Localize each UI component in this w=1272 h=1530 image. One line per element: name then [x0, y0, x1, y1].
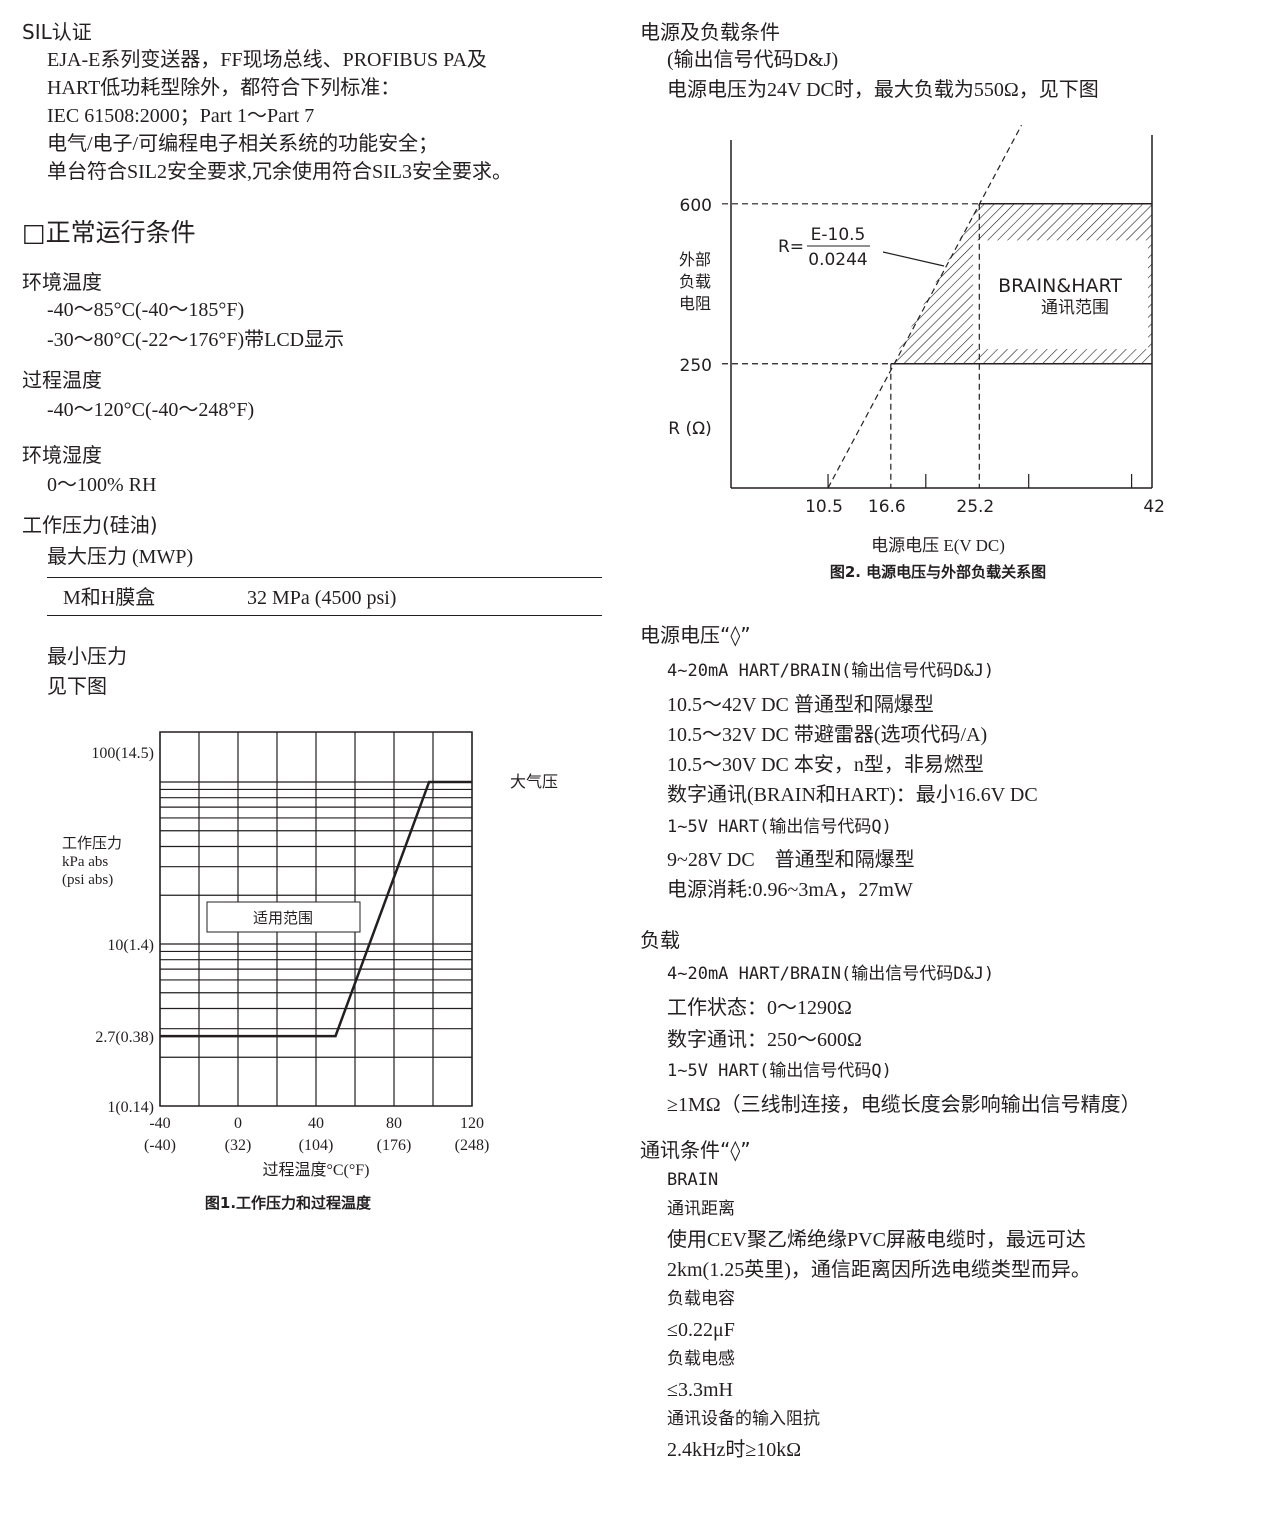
formula-numerator: E-10.5 — [811, 225, 866, 245]
y-axis-label: (psi abs) — [62, 872, 113, 888]
supply-voltage-line: 数字通讯(BRAIN和HART)：最小16.6V DC — [667, 784, 1038, 806]
x-tick-label-f: (104) — [299, 1137, 334, 1154]
x-tick-label: 10.5 — [805, 497, 843, 517]
atmospheric-label: 大气压 — [510, 773, 558, 791]
comm-inductance-label: 负载电感 — [667, 1349, 735, 1369]
comm-brain: BRAIN — [667, 1170, 719, 1190]
chart-caption: 图2. 电源电压与外部负载关系图 — [830, 563, 1046, 581]
load-line: ≥1MΩ（三线制连接，电缆长度会影响输出信号精度） — [667, 1094, 1141, 1116]
x-tick-label-f: (176) — [377, 1137, 412, 1154]
sil-line: HART低功耗型除外，都符合下列标准： — [47, 77, 401, 99]
load-sub2: 1~5V HART(输出信号代码Q) — [667, 1061, 892, 1081]
pressure-temperature-chart: 适用范围 大气压 100(14.5) 10(1.4) 2.7(0.38) 1(0.14) 工… — [62, 731, 558, 1212]
comm-capacitance: ≤0.22μF — [667, 1319, 735, 1341]
region-label: BRAIN&HART — [998, 275, 1122, 297]
see-below-text: 见下图 — [47, 676, 107, 698]
pressure-heading: 工作压力(硅油) — [22, 513, 158, 537]
region-label: 适用范围 — [253, 909, 313, 927]
comm-impedance-label: 通讯设备的输入阻抗 — [667, 1409, 820, 1429]
humidity-line: 0～100% RH — [47, 474, 157, 496]
section-title: □正常运行条件 — [22, 218, 196, 247]
x-tick-label: 0 — [234, 1115, 242, 1132]
supply-voltage-sub2: 1~5V HART(输出信号代码Q) — [667, 817, 892, 837]
supply-voltage-line: 10.5～42V DC 普通型和隔爆型 — [667, 694, 934, 716]
load-heading: 负载 — [640, 928, 680, 952]
load-sub1: 4~20mA HART/BRAIN(输出信号代码D&J) — [667, 964, 995, 984]
plot-frame — [159, 731, 473, 1107]
sil-line: 电气/电子/可编程电子相关系统的功能安全； — [47, 133, 439, 155]
region-label: 通讯范围 — [1041, 298, 1109, 318]
y-tick-label: 100(14.5) — [91, 745, 154, 762]
supply-voltage-heading: 电源电压“◊” — [640, 623, 751, 647]
y-axis-label: 电阻 — [679, 294, 711, 313]
power-load-line: 电源电压为24V DC时，最大负载为550Ω，见下图 — [667, 79, 1099, 101]
formula-lhs: R= — [778, 237, 804, 257]
x-tick-label: 40 — [308, 1115, 324, 1132]
ambient-temp-heading: 环境温度 — [22, 270, 102, 294]
humidity-heading: 环境湿度 — [22, 443, 102, 467]
comm-capacitance-label: 负载电容 — [667, 1289, 735, 1309]
max-pressure-label: 最大压力 (MWP) — [47, 546, 194, 568]
table-top-rule — [47, 577, 602, 578]
x-tick-label: -40 — [149, 1115, 170, 1132]
formula-leader — [882, 251, 945, 267]
x-tick-label: 25.2 — [956, 497, 994, 517]
load-line — [827, 124, 1023, 489]
table-cell-capsule: M和H膜盒 — [63, 587, 156, 609]
chart-caption: 图1.工作压力和过程温度 — [205, 1194, 372, 1212]
comm-inductance: ≤3.3mH — [667, 1379, 733, 1401]
y-axis-label: kPa abs — [62, 854, 108, 870]
y-axis-label: 负载 — [679, 272, 711, 291]
y-tick-label: 10(1.4) — [107, 937, 154, 954]
power-load-heading: 电源及负载条件 — [640, 20, 780, 44]
ambient-temp-line: -30～80°C(-22～176°F)带LCD显示 — [47, 329, 345, 351]
supply-voltage-line: 10.5～30V DC 本安，n型，非易燃型 — [667, 754, 984, 776]
x-tick-label-f: (32) — [225, 1137, 252, 1154]
x-tick-label-f: (248) — [455, 1137, 490, 1154]
comm-distance-label: 通讯距离 — [667, 1199, 735, 1219]
table-bottom-rule — [47, 615, 602, 616]
supply-voltage-sub1: 4~20mA HART/BRAIN(输出信号代码D&J) — [667, 661, 995, 681]
y-tick-label: 600 — [680, 196, 712, 216]
supply-voltage-line: 10.5～32V DC 带避雷器(选项代码/A) — [667, 724, 988, 746]
sil-line: IEC 61508:2000；Part 1～Part 7 — [47, 105, 315, 127]
supply-voltage-line: 电源消耗:0.96~3mA，27mW — [667, 879, 913, 901]
x-tick-label: 42 — [1143, 497, 1165, 517]
x-axis-label: 过程温度°C(°F) — [262, 1161, 369, 1179]
x-tick-label: 120 — [460, 1115, 484, 1132]
supply-voltage-line: 9~28V DC 普通型和隔爆型 — [667, 849, 915, 871]
process-temp-heading: 过程温度 — [22, 368, 102, 392]
series-line — [160, 780, 472, 1038]
region-box — [206, 901, 361, 933]
x-tick-label: 80 — [386, 1115, 402, 1132]
process-temp-line: -40～120°C(-40～248°F) — [47, 399, 255, 421]
power-load-line: (输出信号代码D&J) — [667, 49, 839, 71]
comm-impedance: 2.4kHz时≥10kΩ — [667, 1439, 802, 1461]
comm-distance-line: 2km(1.25英里)，通信距离因所选电缆类型而异。 — [667, 1259, 1091, 1281]
y-tick-label: 250 — [680, 356, 712, 376]
comm-distance-line: 使用CEV聚乙烯绝缘PVC屏蔽电缆时，最远可达 — [667, 1229, 1086, 1251]
x-tick-label: 16.6 — [868, 497, 906, 517]
region-inner — [973, 240, 1149, 350]
y-tick-label: 1(0.14) — [107, 1099, 154, 1116]
y-tick-label: 2.7(0.38) — [95, 1029, 154, 1046]
load-line: 工作状态：0～1290Ω — [667, 997, 852, 1019]
sil-heading: SIL认证 — [22, 20, 92, 44]
y-axis-unit: R (Ω) — [668, 419, 711, 439]
load-line: 数字通讯：250～600Ω — [667, 1029, 862, 1051]
y-axis-label: 工作压力 — [62, 835, 122, 852]
ambient-temp-line: -40～85°C(-40～185°F) — [47, 299, 245, 321]
comm-heading: 通讯条件“◊” — [640, 1138, 751, 1162]
sil-line: EJA-E系列变送器，FF现场总线、PROFIBUS PA及 — [47, 49, 487, 71]
min-pressure-label: 最小压力 — [47, 646, 127, 668]
x-axis-label: 电源电压 E(V DC) — [871, 536, 1005, 555]
table-cell-value: 32 MPa (4500 psi) — [247, 587, 397, 609]
y-axis-label: 外部 — [679, 250, 711, 269]
x-tick-label-f: (-40) — [144, 1137, 176, 1154]
formula-denominator: 0.0244 — [808, 250, 867, 270]
sil-line: 单台符合SIL2安全要求,冗余使用符合SIL3安全要求。 — [47, 161, 512, 183]
